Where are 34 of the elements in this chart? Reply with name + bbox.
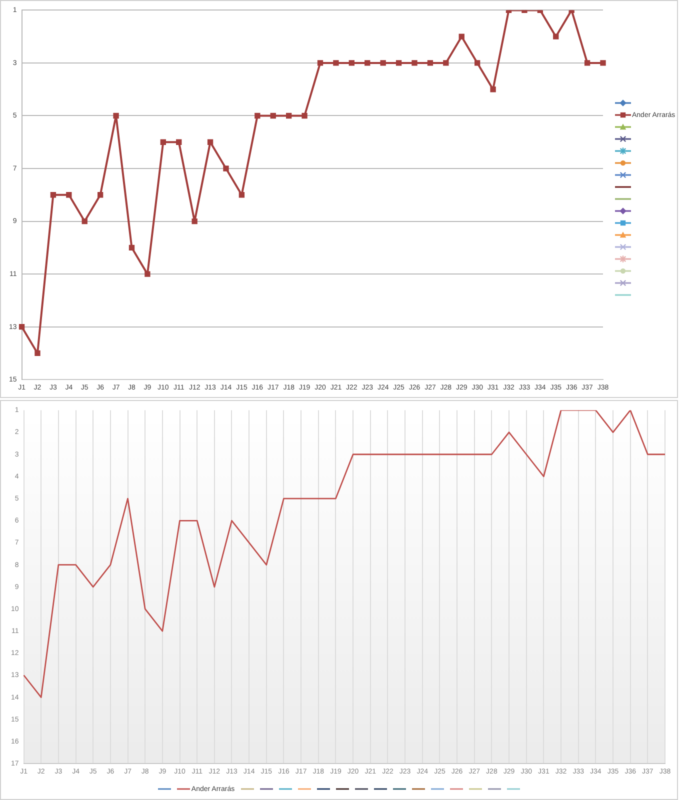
point: [50, 192, 56, 198]
point: [396, 60, 402, 66]
point: [553, 34, 559, 40]
point: [364, 60, 370, 66]
point: [66, 192, 72, 198]
point: [113, 112, 119, 119]
point: [18, 324, 25, 330]
point: [82, 218, 88, 224]
point: [223, 166, 229, 172]
point: [286, 112, 292, 119]
point: [270, 112, 276, 119]
point: [333, 60, 339, 66]
point: [144, 271, 150, 277]
point: [176, 139, 182, 145]
point: [443, 60, 449, 66]
point: [34, 350, 40, 356]
point: [380, 60, 386, 66]
point: [412, 60, 418, 66]
point: [427, 60, 434, 66]
point: [254, 112, 260, 119]
point: [238, 192, 245, 198]
point: [474, 60, 480, 66]
point: [302, 112, 308, 119]
point: [490, 86, 496, 92]
point: [128, 244, 135, 251]
point: [207, 139, 214, 145]
point: [317, 60, 324, 66]
point: [97, 192, 104, 198]
point: [458, 34, 464, 40]
point: [600, 60, 606, 66]
point: [584, 60, 590, 66]
point: [160, 139, 166, 145]
point: [192, 218, 198, 224]
point: [348, 60, 355, 66]
